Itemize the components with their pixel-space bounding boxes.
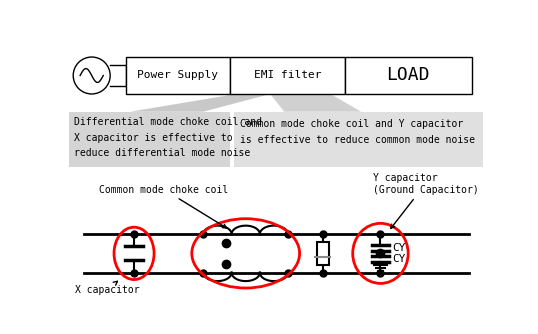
Text: Common mode choke coil and Y capacitor
is effective to reduce common mode noise: Common mode choke coil and Y capacitor i…	[239, 119, 475, 145]
Polygon shape	[130, 94, 270, 112]
Text: Common mode choke coil: Common mode choke coil	[100, 185, 229, 228]
Bar	[316, 242, 329, 265]
Text: Y capacitor
(Ground Capacitor): Y capacitor (Ground Capacitor)	[373, 173, 478, 228]
Text: LOAD: LOAD	[386, 66, 430, 85]
Polygon shape	[270, 94, 361, 112]
Text: CY: CY	[392, 243, 406, 253]
Text: Power Supply: Power Supply	[137, 70, 218, 80]
Text: CY: CY	[392, 254, 406, 264]
Text: X capacitor: X capacitor	[75, 281, 139, 295]
Bar	[230, 57, 345, 94]
Bar	[125, 57, 230, 94]
Bar	[234, 112, 483, 167]
Text: Differential mode choke coil and
X capacitor is effective to
reduce differential: Differential mode choke coil and X capac…	[74, 117, 262, 158]
Bar	[345, 57, 472, 94]
Text: EMI filter: EMI filter	[253, 70, 321, 80]
Circle shape	[73, 57, 110, 94]
Bar	[69, 112, 230, 167]
